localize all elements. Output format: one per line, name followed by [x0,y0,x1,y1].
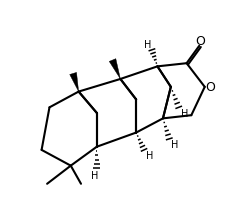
Polygon shape [70,72,79,92]
Text: H: H [144,40,152,50]
Text: H: H [146,151,153,161]
Text: H: H [171,140,179,150]
Text: H: H [181,109,188,119]
Text: O: O [195,35,205,48]
Polygon shape [109,59,120,79]
Text: H: H [92,171,99,181]
Text: O: O [205,81,215,94]
